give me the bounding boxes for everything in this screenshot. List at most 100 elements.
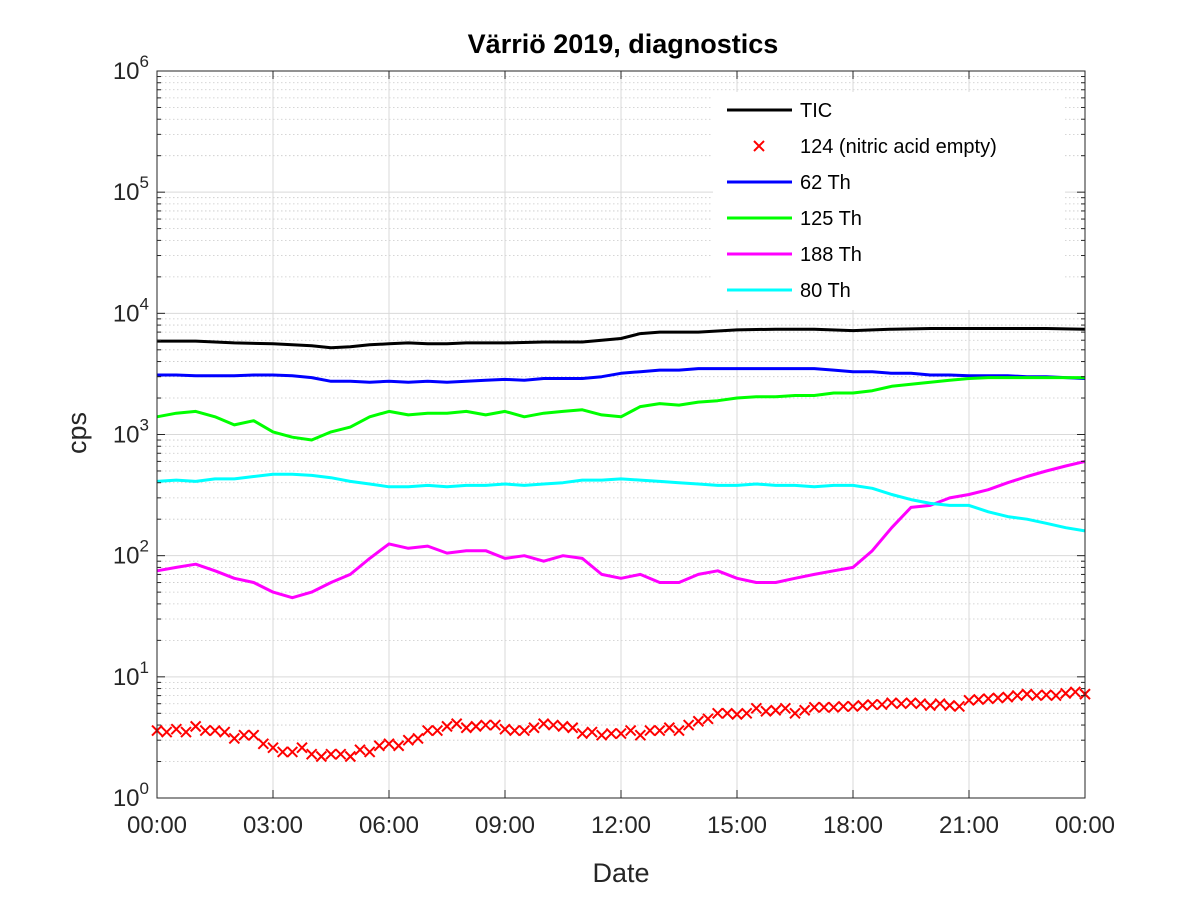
data-point-marker [731, 708, 743, 721]
data-point-marker [653, 724, 666, 737]
data-point-marker [595, 729, 608, 741]
data-point-marker [383, 738, 395, 750]
data-point-marker [1030, 689, 1043, 702]
legend-swatch [753, 140, 765, 152]
data-point-marker [605, 727, 618, 740]
data-point-marker [644, 724, 656, 737]
data-point-marker [334, 748, 347, 760]
data-point-marker [943, 699, 956, 712]
data-point-marker [499, 723, 511, 735]
data-point-marker [228, 732, 241, 745]
data-point-marker [170, 723, 183, 735]
data-point-marker [847, 700, 859, 713]
x-tick-label: 00:00 [1055, 812, 1115, 839]
data-point-marker [412, 732, 424, 745]
y-tick-base: 10 [113, 785, 140, 812]
legend-entry-125-th: 125 Th [727, 208, 862, 230]
y-tick-base: 10 [113, 300, 140, 327]
x-axis-label: Date [592, 858, 649, 888]
ticks [156, 70, 1086, 799]
series-80-th-line [156, 472, 1086, 533]
data-point-marker [354, 744, 366, 756]
data-point-marker [402, 734, 415, 746]
series-125-th [156, 376, 1085, 442]
data-point-marker [325, 748, 337, 760]
legend: TIC 124 (nitric acid empty) 62 Th 125 Th 188… [713, 92, 1065, 310]
data-point-marker [682, 719, 695, 731]
legend-entry-124-nitric-acid-empty: 124 (nitric acid empty) [753, 136, 997, 158]
y-tick-exponent: 3 [140, 416, 149, 435]
y-tick-base: 10 [113, 664, 140, 691]
data-point-marker [528, 722, 540, 734]
data-point-marker [760, 705, 772, 717]
data-point-marker [392, 740, 405, 752]
legend-entry-80-th: 80 Th [727, 280, 851, 302]
data-point-marker [1050, 689, 1062, 702]
y-tick-base: 10 [113, 422, 140, 449]
data-point-marker [489, 719, 502, 731]
y-tick-base: 10 [113, 543, 140, 570]
data-point-marker [586, 726, 598, 738]
legend-entry-188-th: 188 Th [727, 244, 862, 266]
data-point-marker [547, 719, 560, 731]
data-point-marker [721, 707, 734, 720]
data-point-marker [363, 746, 376, 758]
data-point-marker [1040, 689, 1053, 701]
legend-entry-62-th: 62 Th [727, 172, 851, 194]
data-point-marker [953, 700, 966, 713]
data-point-marker [508, 724, 521, 737]
y-tick-exponent: 5 [140, 173, 149, 192]
data-point-marker [837, 700, 850, 713]
legend-entry-tic: TIC [727, 100, 832, 122]
data-point-marker [267, 742, 279, 754]
data-point-marker [895, 698, 908, 710]
data-point-marker [450, 718, 463, 730]
y-tick-label: 100 [113, 779, 149, 812]
data-point-marker [769, 704, 782, 716]
data-point-marker [914, 698, 927, 710]
data-point-marker [1021, 688, 1033, 700]
legend-label: 125 Th [800, 208, 862, 230]
chart-title: Värriö 2019, diagnostics [468, 29, 779, 59]
data-point-marker [276, 746, 289, 758]
data-point-marker [518, 724, 531, 737]
data-point-marker [750, 702, 763, 715]
y-tick-label: 105 [113, 173, 149, 206]
x-tick-label: 09:00 [475, 812, 535, 839]
data-point-marker [934, 698, 946, 710]
data-point-marker [692, 715, 705, 727]
y-tick-base: 10 [113, 58, 140, 85]
data-point-marker [470, 720, 482, 733]
legend-label: 62 Th [800, 172, 851, 194]
data-point-marker [460, 722, 473, 734]
data-point-marker [615, 727, 627, 740]
data-point-marker [180, 726, 192, 738]
y-tick-label: 106 [113, 52, 149, 85]
x-tick-label: 00:00 [127, 812, 187, 839]
data-point-marker [1069, 686, 1082, 698]
y-tick-exponent: 1 [140, 658, 149, 677]
data-point-marker [238, 729, 250, 741]
series-188-th [156, 459, 1086, 600]
y-tick-exponent: 0 [140, 779, 149, 798]
x-tick-label: 03:00 [243, 812, 303, 839]
data-point-marker [537, 718, 550, 730]
data-point-marker [344, 750, 357, 763]
y-tick-exponent: 6 [140, 52, 149, 71]
y-axis-label: cps [62, 412, 92, 454]
data-point-marker [634, 729, 647, 741]
data-point-marker [373, 740, 386, 752]
x-tick-label: 12:00 [591, 812, 651, 839]
x-tick-label: 06:00 [359, 812, 419, 839]
data-point-marker [808, 701, 821, 714]
data-point-marker [827, 701, 840, 714]
data-point-marker [992, 692, 1004, 704]
data-point-marker [856, 699, 869, 712]
data-point-marker [160, 726, 173, 738]
data-point-marker [702, 713, 714, 725]
y-tick-base: 10 [113, 179, 140, 206]
x-tick-label: 18:00 [823, 812, 883, 839]
x-tick-label: 15:00 [707, 812, 767, 839]
